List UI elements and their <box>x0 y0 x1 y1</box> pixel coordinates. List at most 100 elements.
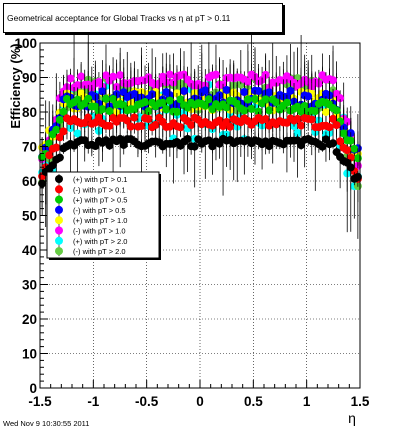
data-point <box>116 71 125 80</box>
y-tick-label: 70 <box>22 140 37 155</box>
data-point <box>59 127 68 136</box>
data-point <box>204 95 213 104</box>
data-point <box>52 143 61 152</box>
data-point <box>137 122 146 131</box>
data-point <box>300 101 309 110</box>
data-point <box>250 95 259 104</box>
data-point <box>55 153 64 162</box>
data-point <box>336 137 345 146</box>
data-point <box>187 121 196 130</box>
data-point <box>226 122 235 131</box>
data-point <box>190 142 199 151</box>
y-tick-label: 20 <box>22 312 37 327</box>
data-point <box>201 86 210 95</box>
x-tick-label: -1 <box>87 394 99 409</box>
timestamp: Wed Nov 9 10:30:55 2011 <box>3 419 90 428</box>
y-tick-label: 0 <box>29 381 37 396</box>
data-point <box>293 114 302 123</box>
data-point <box>101 94 110 103</box>
y-tick-label: 50 <box>22 209 37 224</box>
data-point <box>240 106 249 115</box>
chart-axes: 0 10 20 30 40 50 60 70 80 90 100 -1.5 -1 -0.5 0 0.5 1 1.5… <box>8 36 370 426</box>
data-point <box>105 141 114 150</box>
data-point <box>211 70 220 79</box>
data-point <box>165 70 174 79</box>
data-point <box>293 129 302 138</box>
y-tick-label: 40 <box>22 243 37 258</box>
data-point <box>353 172 362 181</box>
y-tick-label: 80 <box>22 105 37 120</box>
y-tick-label: 90 <box>22 71 37 86</box>
data-point <box>254 86 263 95</box>
data-point <box>201 101 210 110</box>
data-point <box>343 117 352 126</box>
data-point <box>222 85 231 94</box>
data-point <box>123 116 132 125</box>
y-tick-label: 10 <box>22 347 37 362</box>
data-point <box>84 113 93 122</box>
legend-label: (+) with pT > 2.0 <box>73 237 127 246</box>
x-tick-label: 0 <box>196 394 204 409</box>
data-point <box>105 121 114 130</box>
x-tick-label: 1.5 <box>351 394 370 409</box>
data-point <box>73 95 82 104</box>
data-point <box>321 107 330 116</box>
chart-legend: (+) with pT > 0.1(-) with pT > 0.1 (+) wi… <box>46 171 161 260</box>
data-point <box>350 144 359 153</box>
data-point <box>286 86 295 95</box>
data-point <box>346 163 355 172</box>
x-tick-label: 1 <box>303 394 311 409</box>
legend-marker <box>55 185 63 194</box>
data-point <box>254 107 263 116</box>
chart-title: Geometrical acceptance for Global Tracks… <box>3 3 283 33</box>
data-point <box>297 121 306 130</box>
chart-title-text: Geometrical acceptance for Global Tracks… <box>7 13 231 23</box>
data-points <box>38 30 362 239</box>
data-point <box>336 94 345 103</box>
x-axis-label: η <box>348 410 356 426</box>
legend-marker <box>55 205 63 214</box>
data-point <box>45 151 54 160</box>
data-point <box>94 113 103 122</box>
legend-label: (+) with pT > 0.5 <box>73 196 127 205</box>
data-point <box>304 92 313 101</box>
data-point <box>77 72 86 81</box>
data-point <box>247 104 256 113</box>
data-point <box>66 74 75 83</box>
legend-marker <box>55 175 63 183</box>
data-point <box>272 98 281 107</box>
legend-box <box>46 171 160 259</box>
data-point <box>240 88 249 97</box>
legend-label: (-) with pT > 0.1 <box>73 185 126 194</box>
data-point <box>332 121 341 130</box>
data-point <box>204 136 213 145</box>
legend-marker <box>55 195 63 204</box>
data-point <box>183 135 192 144</box>
data-point <box>165 96 174 105</box>
data-point <box>55 115 64 124</box>
data-point <box>329 114 338 123</box>
data-point <box>55 133 64 142</box>
y-tick-label: 100 <box>14 36 37 51</box>
legend-marker <box>55 247 63 256</box>
data-point <box>265 106 274 115</box>
data-point <box>325 123 334 132</box>
data-point <box>282 98 291 107</box>
y-tick-label: 60 <box>22 174 37 189</box>
data-point <box>162 105 171 114</box>
y-axis-label: Efficiency (%) <box>8 43 23 128</box>
data-point <box>109 72 118 81</box>
x-tick-label: -0.5 <box>135 394 159 409</box>
y-tick-label: 30 <box>22 278 37 293</box>
legend-marker <box>55 216 63 225</box>
data-point <box>52 125 61 134</box>
data-point <box>130 113 139 122</box>
data-point <box>353 154 362 163</box>
data-point <box>151 120 160 129</box>
data-point <box>261 95 270 104</box>
legend-label: (-) with pT > 1.0 <box>73 227 126 236</box>
data-point <box>329 139 338 148</box>
data-point <box>84 94 93 103</box>
legend-label: (+) with pT > 0.1 <box>73 175 127 184</box>
data-point <box>311 107 320 116</box>
